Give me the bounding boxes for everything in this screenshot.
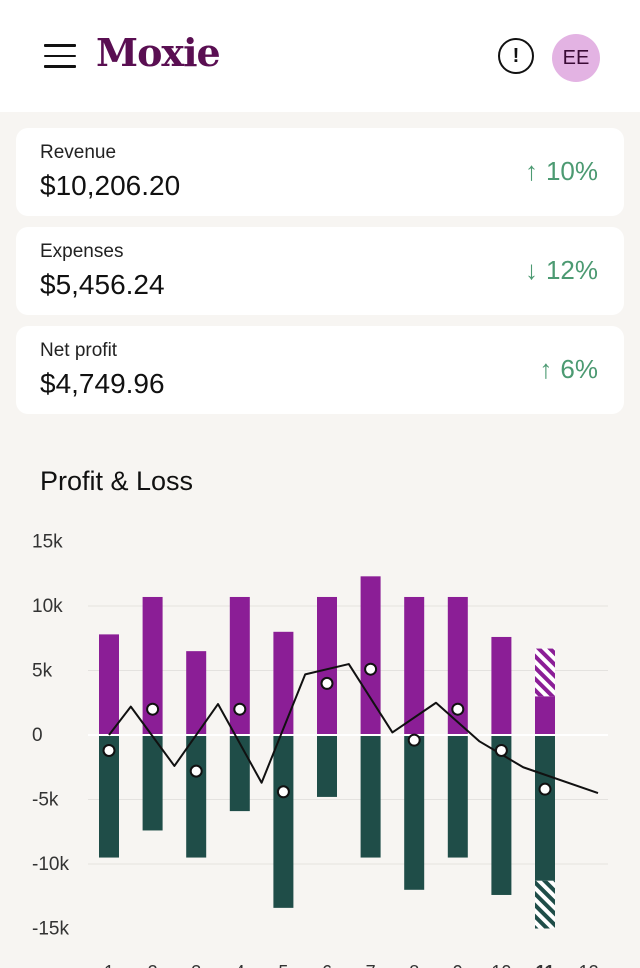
- alert-icon[interactable]: !: [498, 38, 534, 74]
- net-profit-label: Net profit: [40, 340, 118, 361]
- expense-bar: [491, 735, 512, 895]
- expense-bar: [535, 735, 555, 881]
- chart-title: Profit & Loss: [40, 466, 194, 496]
- net-profit-point: [233, 702, 247, 716]
- expense-bar: [404, 735, 425, 890]
- x-tick-label: 12: [579, 962, 599, 968]
- x-tick-label: 1: [104, 962, 114, 968]
- expense-bar: [142, 735, 163, 831]
- revenue-card[interactable]: Revenue $10,206.20 ↑ 10%: [16, 128, 624, 216]
- revenue-change: ↑ 10%: [525, 156, 598, 187]
- x-tick-label: 6: [322, 962, 332, 968]
- y-tick-label: 0: [32, 725, 43, 746]
- arrow-up-icon: ↑: [539, 354, 553, 384]
- expense-bar: [99, 735, 119, 858]
- expense-bar: [447, 735, 468, 858]
- x-tick-label: 2: [148, 962, 158, 968]
- net-profit-change: ↑ 6%: [539, 354, 598, 385]
- net-profit-value: $4,749.96: [40, 368, 165, 399]
- income-bar: [535, 696, 555, 735]
- x-tick-label: 9: [453, 962, 463, 968]
- expense-bar: [317, 735, 337, 797]
- user-avatar[interactable]: EE: [552, 34, 600, 82]
- income-bar: [447, 596, 468, 735]
- net-profit-point: [146, 702, 160, 716]
- x-tick-label: 11: [535, 962, 554, 968]
- net-profit-point: [189, 764, 203, 778]
- revenue-label: Revenue: [40, 142, 117, 163]
- income-bar: [186, 651, 207, 735]
- projected-income-bar: [535, 648, 555, 697]
- y-tick-label: 10k: [32, 596, 63, 617]
- y-tick-label: -10k: [32, 854, 69, 875]
- menu-line-icon: [44, 44, 76, 47]
- income-bar: [99, 634, 119, 735]
- expense-bar: [273, 735, 294, 908]
- arrow-down-icon: ↓: [524, 255, 538, 285]
- net-profit-card[interactable]: Net profit $4,749.96 ↑ 6%: [16, 326, 624, 414]
- net-profit-point: [364, 662, 378, 676]
- x-tick-label: 8: [409, 962, 419, 968]
- trend-line: [108, 663, 599, 794]
- menu-line-icon: [44, 54, 76, 58]
- income-bar: [229, 596, 250, 735]
- brand-logo[interactable]: Moxie: [96, 30, 221, 75]
- y-tick-label: 15k: [32, 532, 63, 553]
- x-tick-label: 5: [278, 962, 288, 968]
- income-bar: [360, 576, 381, 735]
- expenses-label: Expenses: [40, 241, 124, 262]
- income-bar: [142, 596, 163, 735]
- net-profit-point: [407, 733, 421, 747]
- y-tick-label: -15k: [32, 919, 69, 940]
- expense-bar: [229, 735, 250, 812]
- income-bar: [404, 596, 425, 735]
- y-tick-label: -5k: [32, 790, 59, 811]
- income-bar: [317, 596, 337, 735]
- app-header: Moxie ! EE: [0, 0, 640, 112]
- net-profit-point: [538, 782, 552, 796]
- expense-bar: [186, 735, 207, 858]
- net-profit-point: [320, 676, 334, 690]
- net-profit-point: [494, 743, 508, 757]
- y-tick-label: 5k: [32, 661, 53, 682]
- revenue-value: $10,206.20: [40, 170, 181, 201]
- net-profit-point: [102, 743, 116, 757]
- hamburger-menu-button[interactable]: [38, 36, 82, 76]
- projected-expense-bar: [535, 880, 555, 929]
- income-bar: [273, 631, 294, 735]
- x-tick-label: 7: [366, 962, 376, 968]
- arrow-up-icon: ↑: [524, 156, 538, 186]
- expenses-change: ↓ 12%: [525, 255, 598, 286]
- expenses-card[interactable]: Expenses $5,456.24 ↓ 12%: [16, 227, 624, 315]
- menu-line-icon: [44, 65, 76, 68]
- expenses-change-value: 12%: [545, 255, 598, 285]
- net-profit-point: [276, 785, 290, 799]
- x-tick-label: 10: [491, 962, 511, 968]
- expenses-value: $5,456.24: [40, 269, 165, 300]
- revenue-change-value: 10%: [545, 156, 598, 186]
- net-profit-point: [451, 702, 465, 716]
- x-tick-label: 4: [235, 962, 245, 968]
- x-tick-label: 3: [191, 962, 201, 968]
- income-bar: [491, 636, 512, 735]
- net-profit-change-value: 6%: [560, 354, 598, 384]
- expense-bar: [360, 735, 381, 858]
